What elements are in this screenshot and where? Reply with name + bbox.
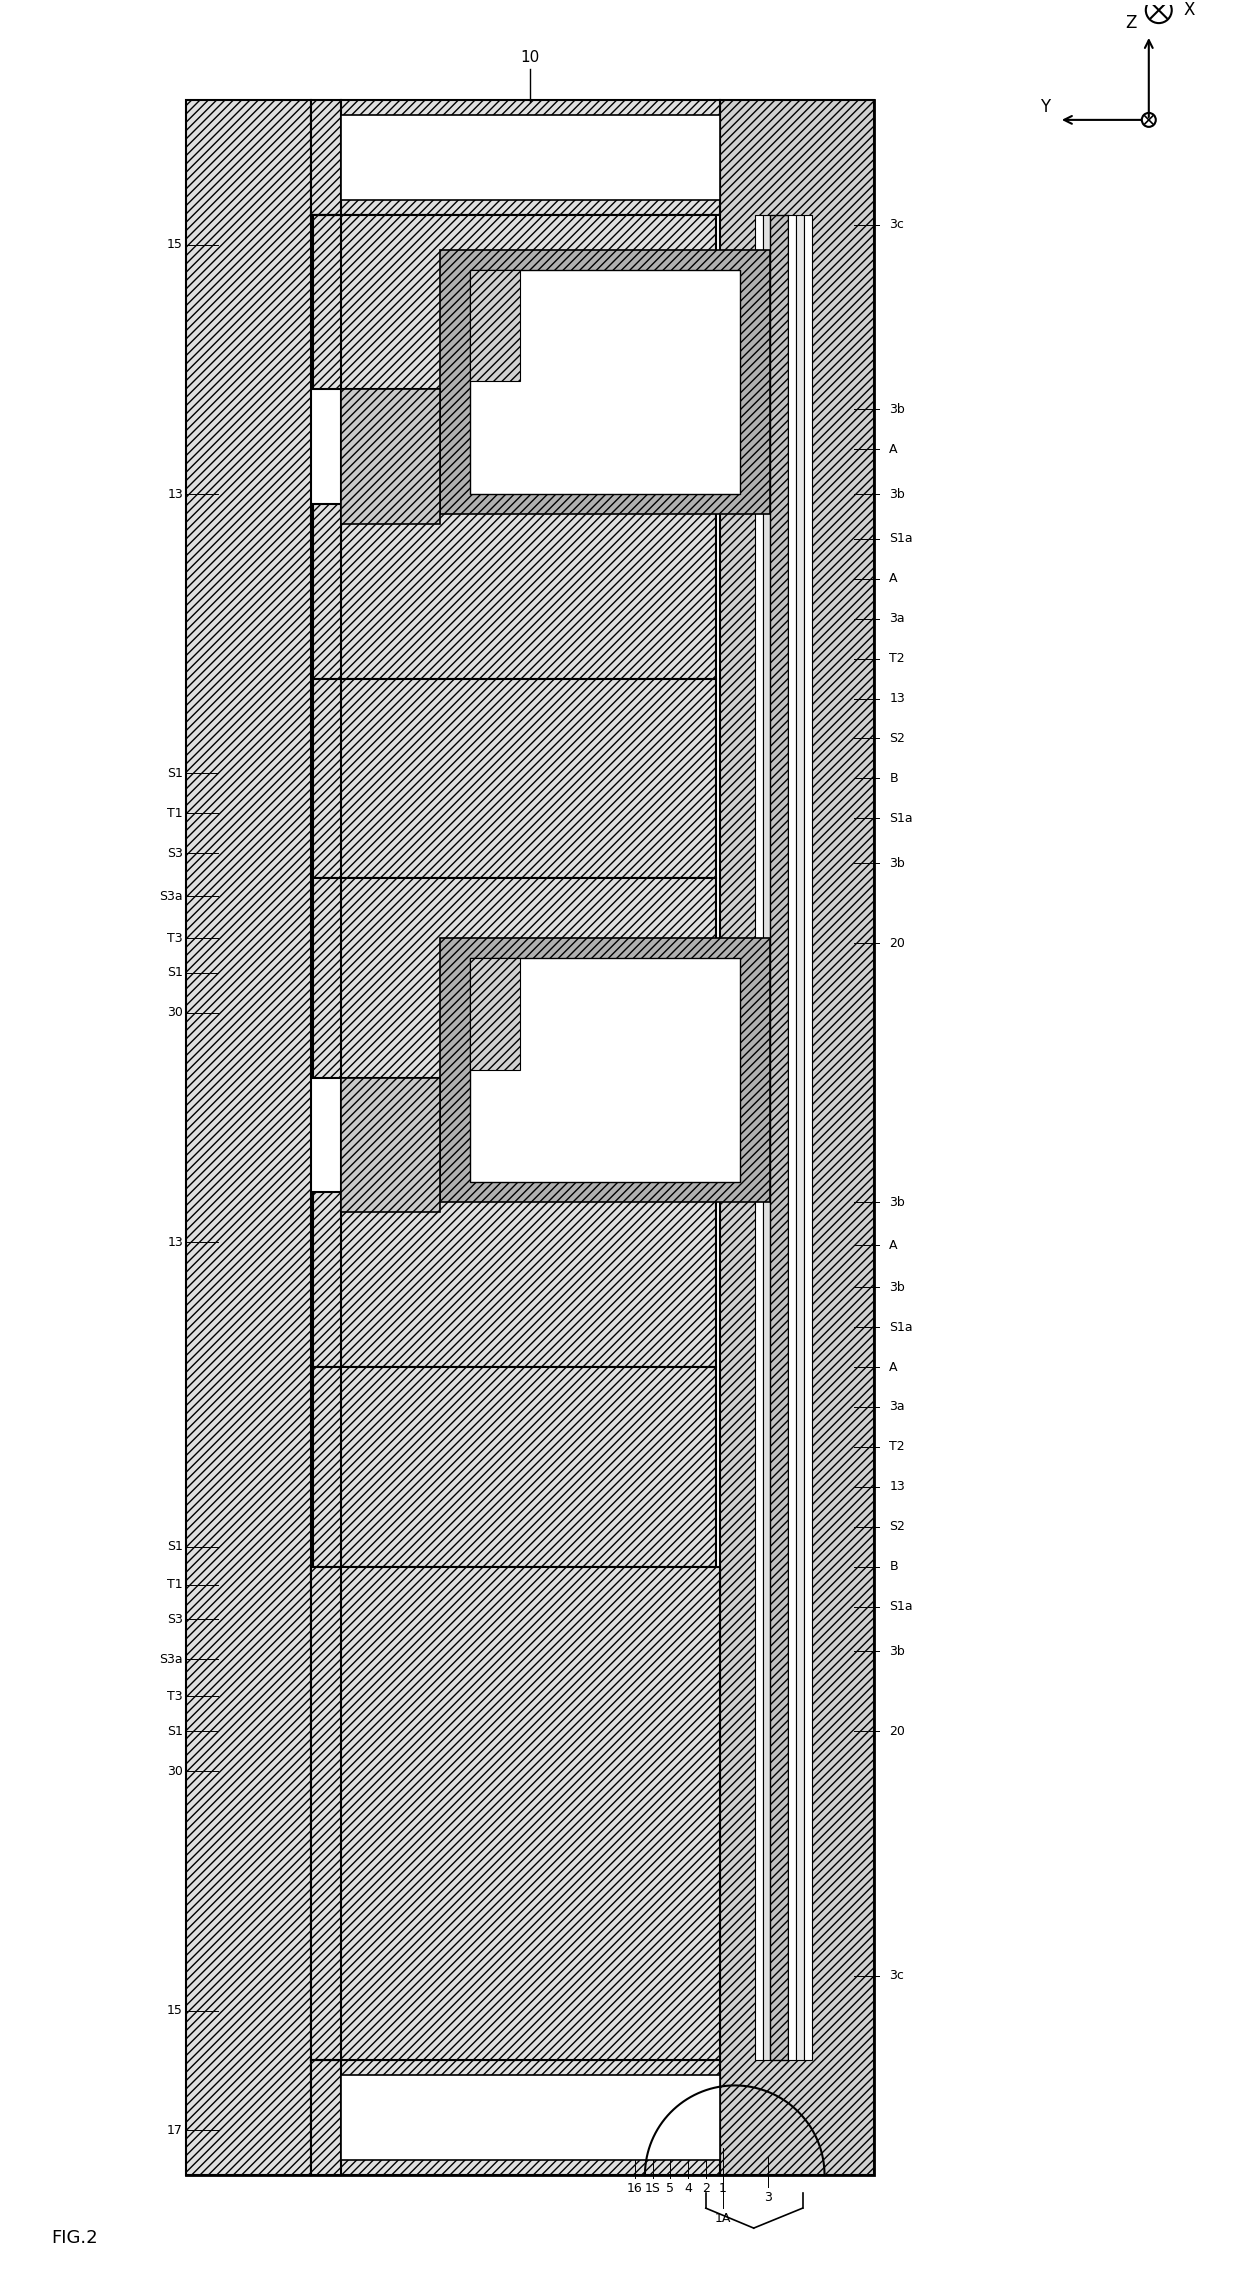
Text: 4: 4 <box>684 2182 692 2196</box>
Text: 3c: 3c <box>889 1968 904 1982</box>
Text: S1a: S1a <box>889 1321 913 1334</box>
Text: S1: S1 <box>167 766 184 780</box>
Text: S2: S2 <box>889 732 905 746</box>
Text: 3: 3 <box>764 2191 771 2203</box>
Text: Y: Y <box>1040 98 1050 116</box>
Text: 3a: 3a <box>889 611 905 625</box>
Text: S3: S3 <box>167 848 184 859</box>
Text: T2: T2 <box>889 1441 905 1452</box>
Text: 13: 13 <box>889 1480 905 1493</box>
Bar <box>470 957 521 1071</box>
Text: 17: 17 <box>167 2123 184 2137</box>
Bar <box>311 100 719 214</box>
Bar <box>470 270 521 382</box>
Text: 3b: 3b <box>889 857 905 871</box>
Text: 3b: 3b <box>889 486 905 500</box>
Text: T1: T1 <box>167 807 184 821</box>
Bar <box>341 116 719 200</box>
Text: 5: 5 <box>666 2182 673 2196</box>
Text: 10: 10 <box>521 50 539 64</box>
Text: X: X <box>1183 2 1194 18</box>
Text: 20: 20 <box>889 936 905 950</box>
Text: 15: 15 <box>167 239 184 250</box>
Text: 3b: 3b <box>889 402 905 416</box>
Bar <box>341 1077 440 1212</box>
Text: S3a: S3a <box>160 889 184 902</box>
Bar <box>312 1193 715 1366</box>
Bar <box>311 2062 719 2175</box>
Text: S3a: S3a <box>160 1652 184 1666</box>
Text: A: A <box>889 1362 898 1373</box>
Text: S3: S3 <box>167 1614 184 1625</box>
Bar <box>312 505 715 680</box>
Text: T3: T3 <box>167 1689 184 1702</box>
Text: 16: 16 <box>627 2182 642 2196</box>
Text: S1a: S1a <box>889 811 913 825</box>
Text: T1: T1 <box>167 1577 184 1591</box>
Text: FIG.2: FIG.2 <box>51 2230 98 2248</box>
Text: B: B <box>889 773 898 784</box>
Text: 1S: 1S <box>645 2182 661 2196</box>
Text: 13: 13 <box>167 1237 184 1248</box>
Text: 3b: 3b <box>889 1196 905 1209</box>
Bar <box>440 250 770 514</box>
Text: S1: S1 <box>167 966 184 980</box>
Text: 1: 1 <box>719 2182 727 2196</box>
Bar <box>470 270 740 493</box>
Text: 1A: 1A <box>714 2212 730 2225</box>
Bar <box>312 877 715 1077</box>
Text: 30: 30 <box>167 1007 184 1018</box>
Text: Z: Z <box>1125 14 1137 32</box>
Text: A: A <box>889 573 898 586</box>
Bar <box>719 100 874 2175</box>
Bar <box>312 1366 715 1566</box>
Bar <box>312 214 715 389</box>
Text: 3a: 3a <box>889 1400 905 1414</box>
Bar <box>341 2075 719 2159</box>
Bar <box>804 214 811 2062</box>
Text: 13: 13 <box>167 486 184 500</box>
Bar <box>796 214 804 2062</box>
Bar <box>787 214 796 2062</box>
Bar <box>770 214 787 2062</box>
Text: T3: T3 <box>167 932 184 946</box>
Text: S1a: S1a <box>889 1600 913 1614</box>
Bar <box>341 389 440 525</box>
Text: S1: S1 <box>167 1541 184 1552</box>
Text: S2: S2 <box>889 1521 905 1534</box>
Text: T2: T2 <box>889 652 905 666</box>
Text: B: B <box>889 1559 898 1573</box>
Text: 3c: 3c <box>889 218 904 232</box>
Text: 20: 20 <box>889 1725 905 1739</box>
Text: 3b: 3b <box>889 1280 905 1293</box>
Bar <box>755 214 763 2062</box>
Bar <box>763 214 770 2062</box>
Bar <box>440 939 770 1202</box>
Text: 2: 2 <box>702 2182 709 2196</box>
Text: 3b: 3b <box>889 1646 905 1657</box>
Bar <box>186 100 874 2175</box>
Text: 13: 13 <box>889 691 905 705</box>
Text: 30: 30 <box>167 1764 184 1777</box>
Bar <box>186 100 311 2175</box>
Bar <box>311 1566 719 2062</box>
Text: S1a: S1a <box>889 532 913 546</box>
Text: A: A <box>889 443 898 455</box>
Bar <box>312 680 715 877</box>
Bar <box>470 957 740 1182</box>
Text: A: A <box>889 1239 898 1252</box>
Text: 15: 15 <box>167 2005 184 2016</box>
Text: S1: S1 <box>167 1725 184 1739</box>
